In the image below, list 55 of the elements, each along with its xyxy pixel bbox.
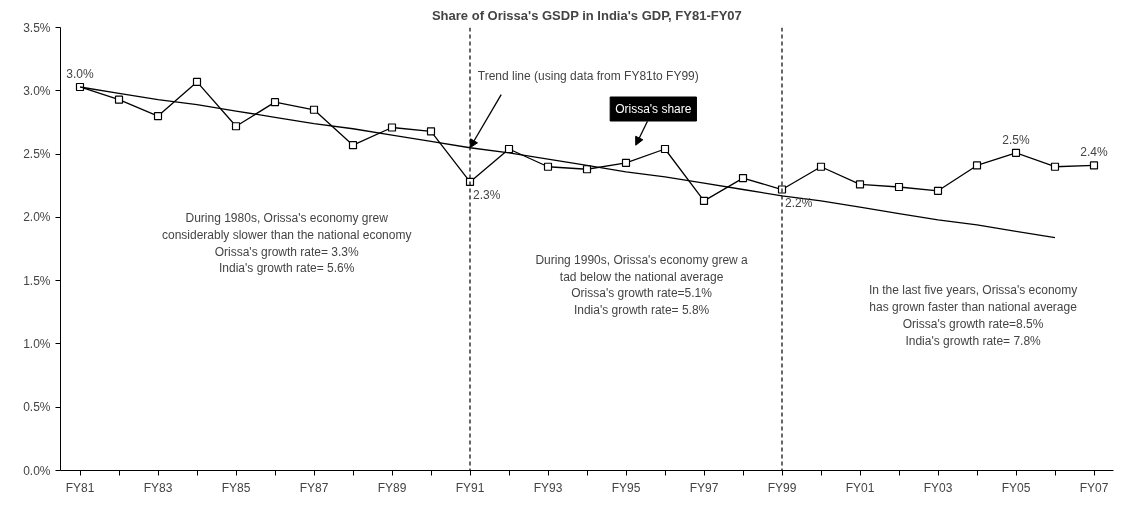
point bbox=[309, 105, 319, 114]
point bbox=[543, 162, 553, 171]
point bbox=[855, 180, 865, 189]
data-label: 2.5% bbox=[1002, 132, 1031, 147]
x-tick-label: FY83 bbox=[143, 480, 173, 495]
x-tick-label: FY81 bbox=[65, 480, 95, 495]
point bbox=[621, 158, 631, 168]
point bbox=[894, 182, 904, 192]
point bbox=[270, 98, 280, 107]
point bbox=[387, 123, 397, 132]
annotation: Trend line (using data from FY81to FY99) bbox=[477, 69, 699, 84]
data-label: 3.0% bbox=[66, 66, 95, 81]
y-tick-label: 1.0% bbox=[23, 336, 51, 351]
annotation: During 1990s, Orissa's economy grew a tad below the national average Orissa's growth rate=5.1% India's growth rate= 5.8% bbox=[535, 252, 749, 318]
x-tick-label: FY99 bbox=[767, 480, 797, 495]
point bbox=[1050, 162, 1060, 171]
y-tick-label: 3.5% bbox=[23, 20, 51, 35]
point bbox=[816, 162, 826, 171]
point bbox=[153, 112, 163, 121]
data-label: 2.2% bbox=[785, 195, 813, 210]
x-tick-label: FY01 bbox=[845, 480, 875, 495]
x-tick-label: FY85 bbox=[221, 480, 251, 495]
x-tick-label: FY91 bbox=[455, 480, 485, 495]
text: Orissa's share bbox=[615, 102, 692, 117]
point bbox=[660, 144, 670, 154]
x-tick-label: FY87 bbox=[299, 480, 329, 495]
x-tick-label: FY93 bbox=[533, 480, 563, 495]
x-tick-label: FY89 bbox=[377, 480, 407, 495]
point bbox=[192, 77, 202, 87]
x-tick-label: FY97 bbox=[689, 480, 719, 495]
annotation: In the last five years, Orissa's economy has grown faster than national average Orissa's growth rate=8.5% India's growth rate= 7.8% bbox=[868, 283, 1078, 348]
point bbox=[1089, 161, 1099, 170]
point bbox=[972, 161, 982, 170]
y-tick-label: 2.5% bbox=[23, 147, 51, 162]
chart-title: Share of Orissa's GSDP in India's GDP, FY81-FY07 bbox=[431, 7, 742, 23]
point bbox=[738, 174, 748, 183]
y-tick-label: 0.5% bbox=[23, 400, 51, 415]
point bbox=[426, 127, 436, 136]
point bbox=[348, 141, 358, 150]
y-tick-label: 1.5% bbox=[23, 273, 51, 288]
point bbox=[231, 122, 241, 131]
data-label: 2.4% bbox=[1080, 145, 1109, 160]
x-tick-label: FY05 bbox=[1001, 480, 1031, 495]
point bbox=[933, 186, 943, 195]
point bbox=[1011, 148, 1021, 157]
annotation: During 1980s, Orissa's economy grew considerably slower than the national economy Orissa's growth rate= 3.3% India's growth rate= 5.6% bbox=[161, 211, 412, 276]
y-tick-label: 3.0% bbox=[23, 83, 51, 98]
y-tick-label: 0.0% bbox=[23, 463, 51, 478]
y-tick-label: 2.0% bbox=[23, 210, 51, 225]
x-tick-label: FY95 bbox=[611, 480, 641, 495]
point bbox=[114, 95, 124, 104]
x-tick-label: FY07 bbox=[1079, 480, 1109, 495]
x-tick-label: FY03 bbox=[923, 480, 953, 495]
data-label: 2.3% bbox=[473, 187, 501, 202]
point bbox=[699, 196, 709, 205]
